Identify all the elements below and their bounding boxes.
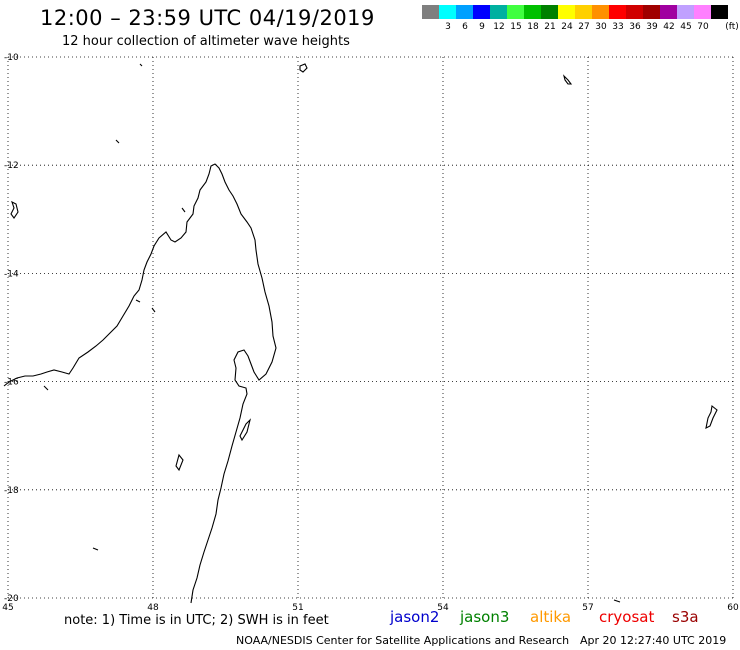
coastline xyxy=(3,63,718,604)
satellite-legend-item: s3a xyxy=(672,608,699,626)
color-swatch-label: 9 xyxy=(479,22,485,32)
color-swatch-label: 36 xyxy=(629,22,641,32)
color-swatch-label: 3 xyxy=(445,22,451,32)
madagascar-coastline xyxy=(3,163,277,604)
color-swatch xyxy=(626,5,643,19)
color-swatch-label: 70 xyxy=(697,22,709,32)
color-swatch-label: 30 xyxy=(595,22,607,32)
islet xyxy=(92,547,99,551)
color-swatch-label: 21 xyxy=(544,22,556,32)
islet xyxy=(181,207,186,213)
generated-timestamp: Apr 20 12:27:40 UTC 2019 xyxy=(580,634,727,647)
latitude-tick-label: -10 xyxy=(4,53,19,63)
islet xyxy=(239,418,252,442)
color-swatch xyxy=(558,5,575,19)
latitude-tick-label: -14 xyxy=(4,269,19,279)
footnote: note: 1) Time is in UTC; 2) SWH is in fe… xyxy=(64,613,329,628)
islet xyxy=(562,74,573,85)
axis-tick-labels: 45 48 51 54 57 60 -10 -12 -14 -16 -18 -20 xyxy=(2,53,739,613)
color-swatch xyxy=(643,5,660,19)
satellite-legend-item: jason2 xyxy=(390,608,440,626)
color-swatch xyxy=(490,5,507,19)
islet xyxy=(139,63,143,67)
islet xyxy=(135,299,141,303)
color-swatch-label: 6 xyxy=(462,22,468,32)
color-swatch xyxy=(456,5,473,19)
color-swatch xyxy=(524,5,541,19)
longitude-tick-label: 57 xyxy=(582,603,593,613)
color-swatch xyxy=(711,5,728,19)
longitude-tick-label: 60 xyxy=(727,603,739,613)
chart-title: 12:00 – 23:59 UTC 04/19/2019 xyxy=(40,6,375,30)
islet xyxy=(299,63,308,73)
color-swatch-label: 45 xyxy=(680,22,692,32)
color-swatch xyxy=(439,5,456,19)
color-swatch-label: 12 xyxy=(493,22,505,32)
latitude-tick-label: -12 xyxy=(4,161,19,171)
color-swatch xyxy=(592,5,609,19)
chart-subtitle: 12 hour collection of altimeter wave hei… xyxy=(62,34,350,49)
latitude-tick-label: -18 xyxy=(4,486,19,496)
satellite-legend-item: altika xyxy=(530,608,572,626)
color-swatch xyxy=(609,5,626,19)
longitude-tick-label: 54 xyxy=(437,603,449,613)
islet xyxy=(10,200,19,219)
color-swatch-label: 27 xyxy=(578,22,590,32)
islet xyxy=(705,404,718,429)
color-swatch-label: 18 xyxy=(527,22,539,32)
longitude-tick-label: 45 xyxy=(2,603,13,613)
satellite-legend-item: cryosat xyxy=(599,608,655,626)
color-swatch xyxy=(660,5,677,19)
islet xyxy=(613,599,621,603)
islet xyxy=(43,385,49,391)
color-swatch xyxy=(507,5,524,19)
color-swatch-label: 39 xyxy=(646,22,658,32)
islet xyxy=(151,307,156,313)
credit-line: NOAA/NESDIS Center for Satellite Applica… xyxy=(236,634,570,647)
latitude-tick-label: -20 xyxy=(4,594,19,604)
color-swatch xyxy=(694,5,711,19)
islet xyxy=(175,453,184,472)
satellite-legend-item: jason3 xyxy=(460,608,510,626)
longitude-tick-label: 48 xyxy=(147,603,159,613)
color-swatch-label: 15 xyxy=(510,22,522,32)
map-grid xyxy=(7,56,734,599)
islet xyxy=(115,139,120,144)
color-unit-label: (ft) xyxy=(725,22,739,32)
color-swatch-label: 33 xyxy=(612,22,624,32)
color-swatch xyxy=(422,5,439,19)
color-swatch xyxy=(541,5,558,19)
color-swatch-label: 42 xyxy=(663,22,675,32)
latitude-tick-label: -16 xyxy=(4,378,19,388)
color-swatch xyxy=(473,5,490,19)
longitude-tick-label: 51 xyxy=(292,603,303,613)
color-swatch xyxy=(575,5,592,19)
color-swatch xyxy=(677,5,694,19)
color-swatch-label: 24 xyxy=(561,22,573,32)
